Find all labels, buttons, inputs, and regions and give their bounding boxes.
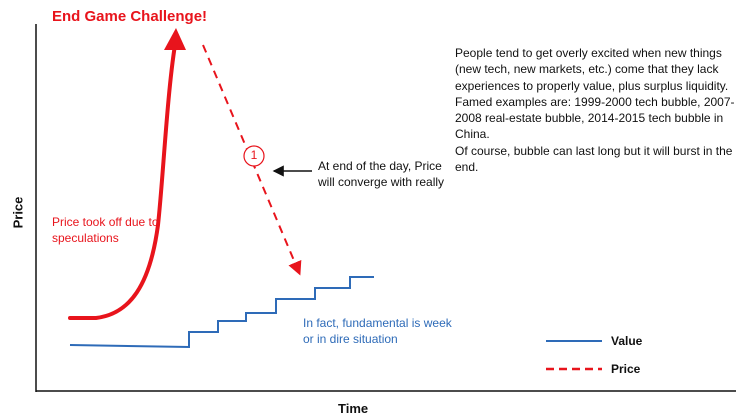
step-badge — [243, 145, 265, 167]
commentary-line: People tend to get overly excited when n… — [455, 46, 729, 93]
price-surge-curve — [68, 43, 177, 320]
legend-price-label: Price — [611, 362, 641, 376]
step-badge-label: 1 — [250, 148, 258, 162]
commentary-line: Of course, bubble can last long but it w… — [455, 143, 733, 175]
arrowhead-icon — [164, 28, 186, 50]
commentary: People tend to get overly excited when n… — [455, 45, 739, 175]
converge-note: At end of the day, Price will converge w… — [318, 159, 445, 189]
price-convergence-arrow — [202, 44, 302, 276]
fundamental-note: In fact, fundamental is week or in dire … — [303, 316, 452, 346]
diagram-title: End Game Challenge! — [52, 8, 208, 25]
price-note: Price took off due to speculations — [52, 215, 159, 245]
legend-value-label: Value — [611, 334, 643, 348]
x-axis-label: Time — [338, 401, 369, 416]
commentary-line: Famed examples are: 1999-2000 tech bubbl… — [455, 94, 735, 142]
value-line — [69, 276, 374, 349]
y-axis-label: Price — [10, 196, 26, 229]
